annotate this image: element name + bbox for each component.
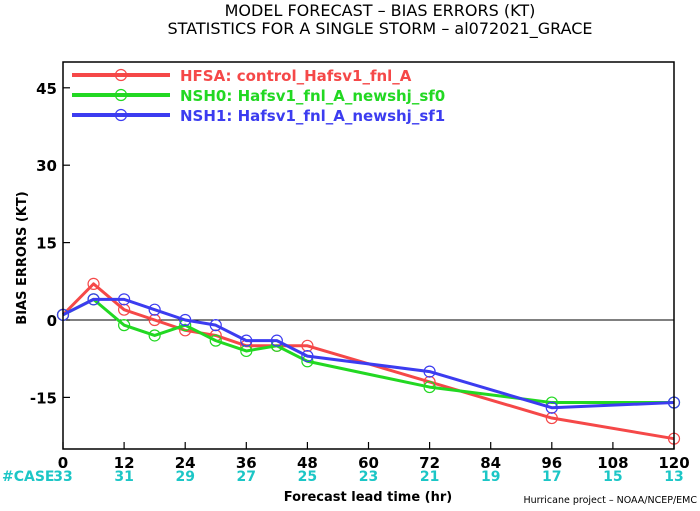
x-tick-label: 72 [419,454,440,472]
x-tick-label: 0 [58,454,68,472]
x-tick-labels: 0 12 24 36 48 60 72 84 96 108 120 [58,454,690,472]
series-0 [56,277,681,445]
data-point [301,339,314,352]
case-count: 21 [420,469,439,485]
axis-ticks [62,87,675,449]
y-tick-label: 45 [36,80,57,98]
legend-marker [114,108,128,122]
series-2 [56,293,681,414]
data-point [179,313,192,327]
x-tick-label: 108 [597,454,628,472]
y-tick-label: 30 [36,157,57,175]
series-line [62,297,674,405]
series-line [61,282,675,441]
x-tick-label: 24 [175,454,196,472]
data-point [545,401,558,414]
data-point [148,303,161,316]
data-point [240,334,253,347]
data-point [117,293,131,306]
series-1 [56,293,681,409]
y-axis-label: BIAS ERRORS (KT) [15,191,30,324]
legend-label: HFSA: control_Hafsv1_fnl_A [180,67,412,85]
x-tick-label: 120 [658,454,689,472]
x-tick-label: 60 [358,454,379,472]
case-label: #CASE [2,469,55,485]
data-point [301,350,314,363]
y-tick-labels: -15 0 15 30 45 [30,80,57,408]
data-point [148,313,161,327]
case-count: 15 [603,469,622,485]
y-tick-label: -15 [30,389,57,407]
chart-title: MODEL FORECAST – BIAS ERRORS (KT) [225,1,536,20]
case-count: 17 [542,469,561,485]
case-count: 23 [359,469,378,485]
data-point [117,303,131,316]
data-point [148,329,161,342]
case-count: 13 [664,469,683,485]
case-count: 31 [114,469,133,485]
data-point [209,319,222,332]
plot-frame [62,61,675,450]
data-point [423,365,436,378]
x-tick-label: 84 [480,454,501,472]
data-point [545,411,558,425]
x-tick-label: 36 [236,454,257,472]
case-count: 29 [175,469,194,485]
chart-subtitle: STATISTICS FOR A SINGLE STORM – al072021… [167,19,592,39]
y-tick-label: 15 [36,235,57,253]
data-point [209,334,222,347]
case-count: 19 [481,469,500,485]
case-count: 25 [298,469,317,485]
data-point [87,293,100,306]
legend-label: NSH1: Hafsv1_fnl_A_newshj_sf1 [180,107,445,125]
x-tick-label: 12 [114,454,135,472]
data-point [87,277,100,290]
legend: HFSA: control_Hafsv1_fnl_A NSH0: Hafsv1_f… [72,67,445,125]
series-lines [56,277,681,445]
data-point [423,380,436,394]
x-tick-label: 96 [541,454,562,472]
legend-label: NSH0: Hafsv1_fnl_A_newshj_sf0 [180,87,445,105]
data-point [117,319,131,332]
legend-marker [114,88,128,102]
case-count: 27 [237,469,256,485]
data-point [270,334,283,347]
case-counts: 33 31 29 27 25 23 21 19 17 15 13 [53,469,683,485]
y-tick-label: 0 [47,312,57,330]
x-axis-label: Forecast lead time (hr) [284,490,452,505]
x-tick-label: 48 [297,454,318,472]
data-point [240,344,253,358]
footer-credit: Hurricane project – NOAA/NCEP/EMC [523,495,697,506]
legend-marker [114,68,128,82]
case-count: 33 [53,469,72,485]
